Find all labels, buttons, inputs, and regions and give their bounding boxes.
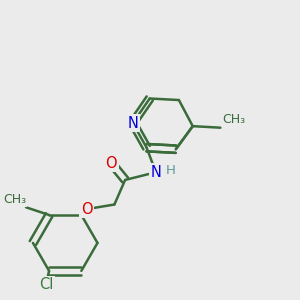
Text: N: N bbox=[128, 116, 138, 130]
Text: Cl: Cl bbox=[39, 277, 53, 292]
Text: CH₃: CH₃ bbox=[3, 193, 26, 206]
Text: CH₃: CH₃ bbox=[222, 113, 245, 126]
Text: N: N bbox=[150, 165, 161, 180]
Text: O: O bbox=[81, 202, 92, 217]
Text: O: O bbox=[106, 155, 117, 170]
Text: H: H bbox=[166, 164, 176, 177]
